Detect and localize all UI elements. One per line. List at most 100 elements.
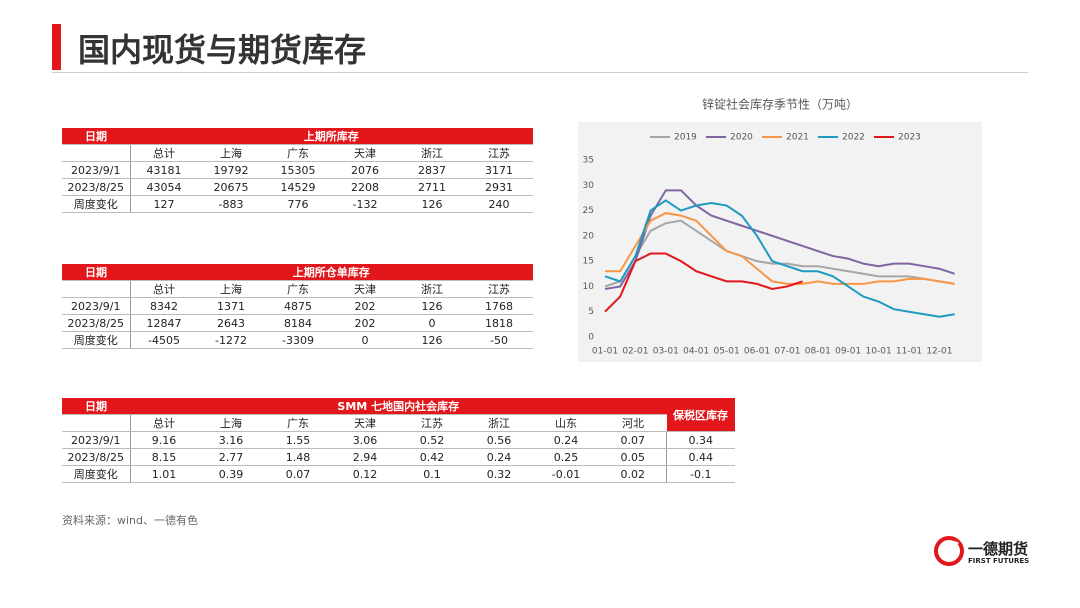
cell: 126 (398, 331, 466, 349)
data-row: 周度变化 -4505 -1272 -3309 0 126 -50 (62, 331, 533, 349)
column-header: 浙江 (465, 414, 533, 432)
cell: 127 (130, 195, 198, 213)
cell: 0.39 (197, 465, 265, 483)
cell: 0.1 (398, 465, 466, 483)
cell: 2023/9/1 (62, 161, 131, 179)
cell: 2076 (331, 161, 399, 179)
data-row: 2023/9/1 8342 1371 4875 202 126 1768 (62, 297, 533, 315)
y-tick-label: 5 (588, 307, 594, 317)
x-tick-label: 05-01 (714, 347, 740, 357)
cell: 8.15 (130, 448, 198, 466)
legend-label: 2021 (786, 133, 809, 143)
column-row: 总计 上海 广东 天津 浙江 江苏 (62, 280, 533, 298)
slide-title: 国内现货与期货库存 (78, 31, 367, 69)
cell: -3309 (264, 331, 332, 349)
column-header: 广东 (264, 414, 332, 432)
data-row: 2023/9/1 43181 19792 15305 2076 2837 3171 (62, 161, 533, 179)
cell: 126 (398, 297, 466, 315)
x-tick-label: 11-01 (896, 347, 922, 357)
column-header: 浙江 (398, 280, 466, 298)
cell: -50 (465, 331, 533, 349)
title-rule (52, 72, 1028, 73)
cell: 周度变化 (62, 195, 131, 213)
cell: 2023/9/1 (62, 297, 131, 315)
cell: 0.05 (599, 448, 667, 466)
logo-name: 一德期货 (968, 540, 1029, 558)
cell: 0.02 (599, 465, 667, 483)
column-header: 上海 (197, 414, 265, 432)
column-header: 广东 (264, 280, 332, 298)
cell: 2.94 (331, 448, 399, 466)
cell: 3.06 (331, 431, 399, 449)
cell: 1.55 (264, 431, 332, 449)
cell: 3.16 (197, 431, 265, 449)
column-row: 总计 上海 广东 天津 江苏 浙江 山东 河北 (62, 414, 735, 432)
header-cell: 上期所库存 (130, 128, 533, 145)
cell: 43181 (130, 161, 198, 179)
cell: 0.44 (666, 448, 735, 466)
cell: 0.07 (599, 431, 667, 449)
x-tick-label: 04-01 (683, 347, 709, 357)
header-cell: 日期 (62, 128, 130, 145)
column-header: 浙江 (398, 144, 466, 162)
cell: -0.1 (666, 465, 735, 483)
data-table: 日期 上期所仓单库存 总计 上海 广东 天津 浙江 江苏 2023/9/1 8342 1371 487… (62, 264, 533, 349)
cell: 2711 (398, 178, 466, 196)
x-tick-label: 03-01 (653, 347, 679, 357)
cell: 8342 (130, 297, 198, 315)
column-header: 河北 (599, 414, 667, 432)
cell: 周度变化 (62, 331, 131, 349)
cell: 15305 (264, 161, 332, 179)
cell: 202 (331, 314, 399, 332)
cell: 2208 (331, 178, 399, 196)
cell: 776 (264, 195, 332, 213)
y-tick-label: 35 (583, 156, 594, 166)
logo-subtitle: FIRST FUTURES (968, 557, 1030, 565)
cell: -4505 (130, 331, 198, 349)
series-line (604, 189, 955, 290)
blank-cell (62, 280, 131, 298)
cell: 1371 (197, 297, 265, 315)
cell: 8184 (264, 314, 332, 332)
blank-cell (62, 144, 131, 162)
x-tick-label: 06-01 (744, 347, 770, 357)
data-row: 2023/9/1 9.16 3.16 1.55 3.06 0.52 0.56 0.24 0.07… (62, 431, 735, 449)
series-line (605, 212, 955, 285)
cell: 周度变化 (62, 465, 131, 483)
cell: 0.12 (331, 465, 399, 483)
header-cell: SMM 七地国内社会库存 (130, 398, 667, 415)
series-line (604, 252, 803, 313)
cell: 9.16 (130, 431, 198, 449)
column-header: 总计 (130, 414, 198, 432)
x-tick-label: 02-01 (622, 347, 648, 357)
cell: 0.24 (532, 431, 600, 449)
cell: 4875 (264, 297, 332, 315)
x-tick-label: 12-01 (926, 347, 952, 357)
cell: 0.52 (398, 431, 466, 449)
cell: 2023/8/25 (62, 178, 131, 196)
header-cell: 日期 (62, 264, 130, 281)
cell: 1.01 (130, 465, 198, 483)
header-cell: 日期 (62, 398, 130, 415)
x-tick-label: 01-01 (592, 347, 618, 357)
column-header: 天津 (331, 280, 399, 298)
legend-label: 2022 (842, 133, 865, 143)
title-bar (52, 24, 61, 70)
cell: 0 (331, 331, 399, 349)
cell: 0 (398, 314, 466, 332)
column-header: 天津 (331, 414, 399, 432)
source-note: 资料来源：wind、一德有色 (62, 514, 199, 527)
cell: 0.56 (465, 431, 533, 449)
cell: 20675 (197, 178, 265, 196)
cell: 1818 (465, 314, 533, 332)
header-row: 日期 上期所库存 (62, 128, 533, 145)
cell: 2837 (398, 161, 466, 179)
header-cell: 保税区库存 (666, 398, 735, 432)
cell: -132 (331, 195, 399, 213)
y-tick-label: 20 (583, 231, 595, 241)
cell: 2643 (197, 314, 265, 332)
logo-icon (934, 536, 964, 566)
cell: -1272 (197, 331, 265, 349)
cell: 2023/8/25 (62, 448, 131, 466)
